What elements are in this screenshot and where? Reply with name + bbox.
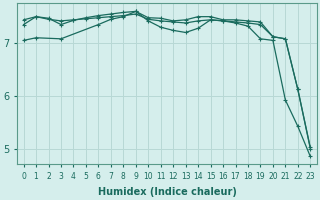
X-axis label: Humidex (Indice chaleur): Humidex (Indice chaleur) (98, 187, 236, 197)
